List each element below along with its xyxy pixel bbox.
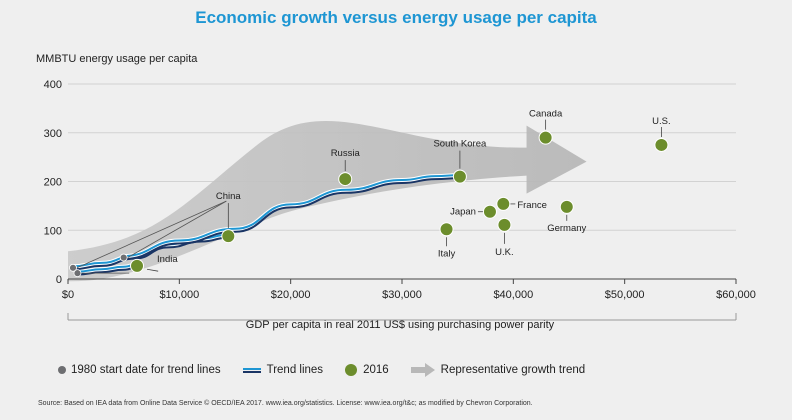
legend-start-label: 1980 start date for trend lines xyxy=(71,364,221,376)
legend-item-points: 2016 xyxy=(345,364,389,376)
point-label-italy: Italy xyxy=(438,248,456,259)
y-tick-label: 400 xyxy=(44,79,62,91)
x-tick-label: $30,000 xyxy=(382,289,422,301)
point-2016-france xyxy=(496,196,511,211)
legend-arrow-label: Representative growth trend xyxy=(440,364,586,376)
chart-title: Economic growth versus energy usage per … xyxy=(195,8,597,27)
point-label-south-korea: South Korea xyxy=(433,139,487,150)
legend-arrow-icon xyxy=(410,363,435,377)
trend-line-south-korea-blue xyxy=(123,174,460,258)
y-axis-title: MMBTU energy usage per capita xyxy=(36,53,198,65)
legend-trend-label: Trend lines xyxy=(266,364,324,376)
leader-china-start xyxy=(76,200,227,269)
start-point-1980-china xyxy=(69,263,77,272)
point-label-china: China xyxy=(216,191,242,202)
x-axis-bracket xyxy=(67,313,737,321)
point-2016-canada xyxy=(538,130,553,145)
start-point-1980-india xyxy=(73,269,82,278)
legend-item-start: 1980 start date for trend lines xyxy=(58,364,221,376)
start-point-1980-south-korea xyxy=(119,253,128,262)
point-2016-south-korea xyxy=(452,169,467,184)
point-label-u-k: U.K. xyxy=(495,247,513,258)
leader-korea-start xyxy=(127,200,227,258)
x-tick-label: $40,000 xyxy=(493,289,533,301)
leader-india xyxy=(146,268,159,272)
point-2016-russia xyxy=(338,172,353,187)
trend-line-china-navy xyxy=(73,236,229,271)
legend-item-trend: Trend lines xyxy=(242,364,324,376)
point-label-japan: Japan xyxy=(450,207,476,218)
point-label-canada: Canada xyxy=(529,109,563,120)
x-tick-label: $10,000 xyxy=(159,289,199,301)
point-2016-u-s xyxy=(654,137,669,152)
point-label-u-s: U.S. xyxy=(652,116,670,127)
x-tick-label: $0 xyxy=(62,289,74,301)
point-label-germany: Germany xyxy=(547,223,586,234)
legend-points-label: 2016 xyxy=(363,364,389,376)
legend-start-dot-icon xyxy=(58,366,66,374)
legend-point-dot-icon xyxy=(345,364,358,376)
legend: 1980 start date for trend lines Trend li… xyxy=(58,362,607,378)
legend-item-arrow: Representative growth trend xyxy=(410,363,586,377)
point-2016-italy xyxy=(439,222,454,237)
point-2016-u-k xyxy=(497,217,512,232)
y-tick-label: 100 xyxy=(44,225,62,237)
y-tick-label: 0 xyxy=(56,274,62,286)
point-label-india: India xyxy=(157,254,178,265)
y-tick-label: 200 xyxy=(44,177,62,189)
legend-trend-line-icon xyxy=(242,367,261,374)
point-2016-china xyxy=(221,229,236,244)
source-note: Source: Based on IEA data from Online Da… xyxy=(38,400,533,407)
x-tick-label: $50,000 xyxy=(605,289,645,301)
point-2016-india xyxy=(130,258,145,273)
trend-line-south-korea-navy xyxy=(123,177,460,261)
y-tick-label: 300 xyxy=(44,128,62,140)
point-label-france: France xyxy=(517,200,547,211)
x-axis-title: GDP per capita in real 2011 US$ using pu… xyxy=(246,319,555,331)
x-tick-label: $20,000 xyxy=(271,289,311,301)
point-label-russia: Russia xyxy=(331,148,361,159)
point-2016-japan xyxy=(482,204,497,219)
x-tick-label: $60,000 xyxy=(716,289,756,301)
point-2016-germany xyxy=(559,199,574,214)
